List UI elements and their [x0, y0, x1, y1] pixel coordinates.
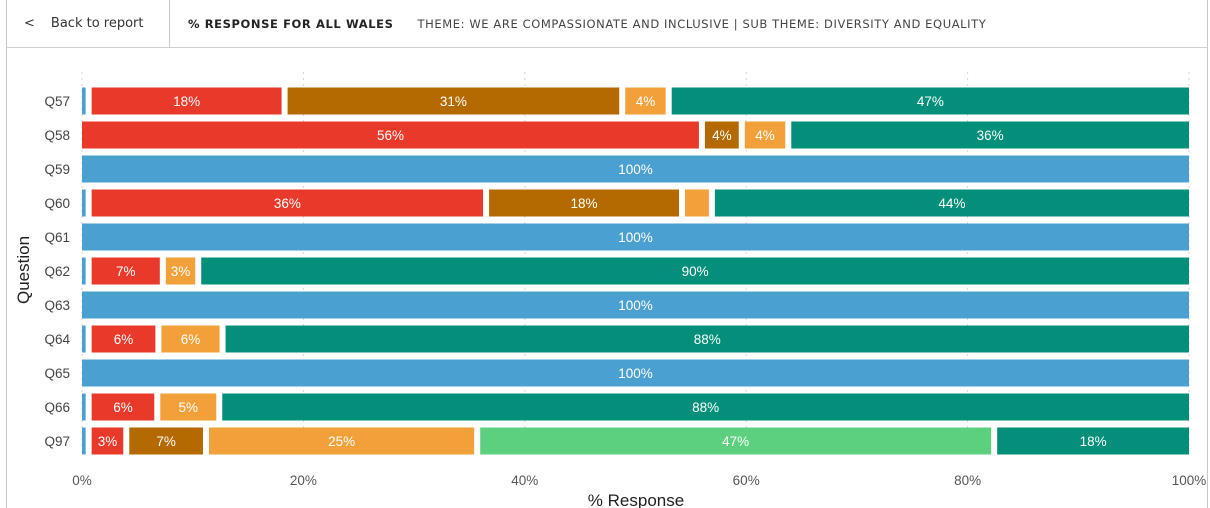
chevron-left-icon: < — [24, 16, 35, 31]
data-label: 3% — [98, 434, 118, 449]
data-label: 90% — [682, 264, 709, 279]
bar-segment[interactable] — [82, 325, 86, 353]
data-label: 4% — [712, 128, 732, 143]
bar-segment[interactable] — [129, 427, 203, 455]
category-label: Q61 — [44, 230, 70, 245]
data-label: 7% — [156, 434, 176, 449]
data-label: 56% — [377, 128, 404, 143]
data-label: 6% — [181, 332, 201, 347]
y-axis-categories: Q57 Q58 Q59 Q60 Q61 Q62 Q63 Q64 Q65 Q66 Q97 — [44, 94, 70, 449]
bar-series: 18% 31% 4% 47% 56% 4% 4% 36% 100% 36% 18% 44% 100% 7%… — [82, 87, 1190, 455]
data-label: 36% — [977, 128, 1004, 143]
data-label: 4% — [636, 94, 656, 109]
bar-segment[interactable] — [160, 393, 217, 421]
bar-segment[interactable] — [791, 121, 1189, 149]
x-tick-label: 60% — [733, 473, 760, 488]
back-to-report-label: Back to report — [50, 16, 144, 31]
data-label: 6% — [113, 400, 133, 415]
bar-segment[interactable] — [82, 223, 1189, 251]
data-label: 36% — [274, 196, 301, 211]
theme-subtitle: THEME: WE ARE COMPASSIONATE AND INCLUSIV… — [417, 16, 987, 31]
bar-segment[interactable] — [82, 393, 86, 421]
data-label: 4% — [755, 128, 775, 143]
bar-segment[interactable] — [82, 155, 1189, 183]
bar-segment[interactable] — [82, 427, 86, 455]
bar-segment[interactable] — [208, 427, 475, 455]
bar-segment[interactable] — [625, 87, 666, 115]
bar-segment[interactable] — [91, 189, 484, 217]
data-label: 100% — [618, 230, 653, 245]
bar-segment[interactable] — [480, 427, 992, 455]
bar-segment[interactable] — [82, 257, 86, 285]
category-label: Q66 — [44, 400, 70, 415]
category-label: Q97 — [44, 434, 70, 449]
category-label: Q57 — [44, 94, 70, 109]
category-label: Q62 — [44, 264, 70, 279]
bar-segment[interactable] — [91, 257, 160, 285]
data-label: 44% — [938, 196, 965, 211]
bar-segment[interactable] — [744, 121, 786, 149]
category-label: Q64 — [44, 332, 70, 347]
y-axis-title: Question — [14, 236, 33, 304]
bar-segment[interactable] — [684, 189, 709, 217]
data-label: 100% — [618, 366, 653, 381]
x-tick-label: 40% — [511, 473, 538, 488]
x-axis-ticks: 0% 20% 40% 60% 80% 100% — [72, 473, 1206, 488]
data-label: 47% — [917, 94, 944, 109]
data-label: 100% — [618, 298, 653, 313]
x-tick-label: 100% — [1172, 473, 1207, 488]
data-label: 18% — [1080, 434, 1107, 449]
data-label: 3% — [171, 264, 191, 279]
bar-segment[interactable] — [161, 325, 220, 353]
bar-segment[interactable] — [222, 393, 1189, 421]
category-label: Q65 — [44, 366, 70, 381]
bar-segment[interactable] — [82, 359, 1189, 387]
bar-segment[interactable] — [997, 427, 1189, 455]
report-header: < Back to report % RESPONSE FOR ALL WALE… — [6, 0, 1208, 48]
page-title: % RESPONSE FOR ALL WALES — [188, 16, 394, 31]
category-label: Q60 — [44, 196, 70, 211]
data-label: 88% — [694, 332, 721, 347]
data-label: 47% — [722, 434, 749, 449]
bar-segment[interactable] — [165, 257, 196, 285]
bar-segment[interactable] — [287, 87, 620, 115]
bar-segment[interactable] — [225, 325, 1190, 353]
bar-segment[interactable] — [82, 189, 86, 217]
x-tick-label: 20% — [290, 473, 317, 488]
data-label: 6% — [114, 332, 134, 347]
data-label: 88% — [692, 400, 719, 415]
x-tick-label: 80% — [954, 473, 981, 488]
category-label: Q58 — [44, 128, 70, 143]
bar-segment[interactable] — [91, 393, 155, 421]
bar-segment[interactable] — [201, 257, 1190, 285]
data-label: 7% — [116, 264, 136, 279]
bar-segment[interactable] — [671, 87, 1189, 115]
bar-segment[interactable] — [91, 325, 156, 353]
bar-segment[interactable] — [82, 121, 699, 149]
x-axis-title: % Response — [588, 491, 684, 508]
bar-segment[interactable] — [704, 121, 739, 149]
back-to-report-button[interactable]: < Back to report — [6, 0, 170, 48]
data-label: 18% — [173, 94, 200, 109]
bar-segment[interactable] — [82, 87, 86, 115]
category-label: Q59 — [44, 162, 70, 177]
bar-segment[interactable] — [91, 87, 282, 115]
data-label: 100% — [618, 162, 653, 177]
category-label: Q63 — [44, 298, 70, 313]
bar-segment[interactable] — [82, 291, 1189, 319]
bar-segment[interactable] — [714, 189, 1189, 217]
x-tick-label: 0% — [72, 473, 92, 488]
data-label: 18% — [571, 196, 598, 211]
report-frame — [6, 0, 1208, 508]
data-label: 25% — [328, 434, 355, 449]
bar-segment[interactable] — [489, 189, 679, 217]
data-label: 31% — [440, 94, 467, 109]
data-label: 5% — [179, 400, 199, 415]
bar-segment[interactable] — [91, 427, 124, 455]
